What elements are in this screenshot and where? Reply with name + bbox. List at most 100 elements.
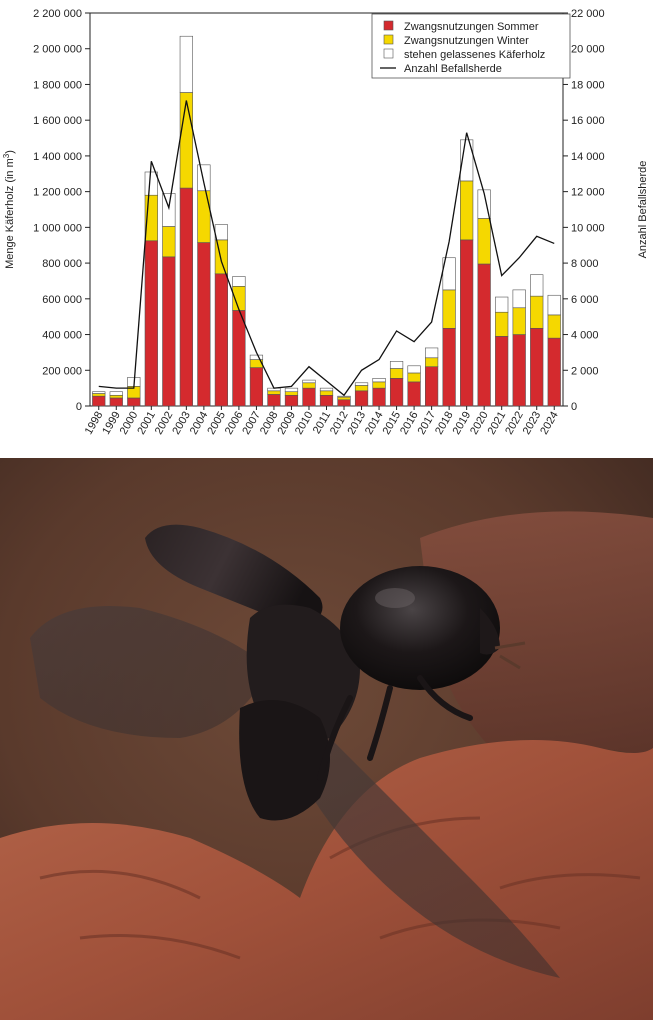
bar-segment xyxy=(337,399,351,407)
legend-box xyxy=(371,13,571,79)
legend-swatch xyxy=(383,48,394,59)
bar-segment xyxy=(267,394,281,407)
head xyxy=(480,608,500,655)
y-tick-label: 200 000 xyxy=(42,365,82,377)
y-tick-label: 1 200 000 xyxy=(33,187,82,199)
bar-segment xyxy=(302,382,316,389)
y-tick-label: 800 000 xyxy=(42,258,82,270)
bar-segment xyxy=(389,368,404,379)
y-tick-label: 1 600 000 xyxy=(33,115,82,127)
bar-segment xyxy=(530,327,544,407)
y-tick-label: 0 xyxy=(76,401,82,413)
bar-segment xyxy=(197,242,211,407)
bar-segment xyxy=(425,347,439,359)
bar-segment xyxy=(407,381,421,407)
bar-segment xyxy=(512,334,526,407)
bar-segment xyxy=(547,314,561,339)
y-axis-title-superscript: 3 xyxy=(2,153,11,158)
bar-segment xyxy=(92,395,106,407)
y2-tick-label: 0 xyxy=(571,401,577,413)
bar-segment xyxy=(162,256,176,407)
bar-segment xyxy=(232,310,246,407)
bar-segment xyxy=(460,239,474,407)
y2-tick-label: 18 000 xyxy=(571,79,605,91)
legend-swatch xyxy=(383,20,394,31)
bar-segment xyxy=(179,187,193,407)
legend-label: Zwangsnutzungen Winter xyxy=(404,35,529,47)
bar-segment xyxy=(530,274,544,297)
bar-segment xyxy=(442,327,456,407)
bar-segment xyxy=(477,263,491,407)
x-tick-label: 2010 xyxy=(293,410,316,437)
bar-segment xyxy=(249,367,264,407)
bar-segment xyxy=(389,378,404,407)
bar-segment xyxy=(92,393,106,397)
bar-segment xyxy=(512,289,526,309)
bar-segment xyxy=(354,385,369,392)
y2-tick-label: 4 000 xyxy=(571,330,599,342)
x-tick-label: 2024 xyxy=(538,410,561,437)
bar-segment xyxy=(319,394,334,407)
left-wing xyxy=(30,606,270,738)
bar-segment xyxy=(302,379,316,384)
bar-segment xyxy=(442,257,456,291)
bar-segment xyxy=(372,387,386,407)
y2-tick-label: 12 000 xyxy=(571,187,605,199)
y-tick-label: 600 000 xyxy=(42,294,82,306)
bar-segment xyxy=(495,311,509,337)
bar-segment xyxy=(354,382,369,386)
bark-beetle-chart: 0 200 000 400 000 600 000 800 000 1 000 000 1 … xyxy=(2,8,649,437)
bar-segment xyxy=(197,190,211,243)
y2-axis-title: Anzahl Befallsherde xyxy=(637,161,649,259)
y2-tick-label: 10 000 xyxy=(571,222,605,234)
bark-beetle-icon xyxy=(0,458,653,1020)
bark-upper-right xyxy=(420,511,653,758)
bar-segment xyxy=(512,307,526,335)
y2-tick-label: 8 000 xyxy=(571,258,599,270)
bar-segment xyxy=(144,171,158,196)
bar-segment xyxy=(425,357,439,368)
bar-segment xyxy=(179,35,193,93)
y2-tick-label: 20 000 xyxy=(571,44,605,56)
bar-segment xyxy=(407,365,421,374)
bar-segment xyxy=(302,387,316,407)
y2-tick-label: 16 000 xyxy=(571,115,605,127)
bar-segment xyxy=(162,193,176,227)
bar-segment xyxy=(530,295,544,329)
y-axis-title-end: ) xyxy=(4,150,16,154)
bar-segment xyxy=(477,218,491,265)
y-tick-label: 2 200 000 xyxy=(33,8,82,20)
bar-segment xyxy=(109,391,123,396)
bar-segment xyxy=(92,391,106,394)
bar-segment xyxy=(214,273,228,407)
befallsherde-line xyxy=(98,100,555,397)
bar-segment xyxy=(127,397,141,407)
right-wing xyxy=(290,708,560,978)
legs xyxy=(317,675,473,781)
y-tick-label: 1 000 000 xyxy=(33,222,82,234)
bar-segment xyxy=(284,394,299,407)
bar-segment xyxy=(319,390,334,396)
bar-segment xyxy=(495,296,509,313)
y2-tick-label: 2 000 xyxy=(571,365,599,377)
bar-segment xyxy=(249,354,264,360)
bar-segment xyxy=(267,390,281,395)
bar-segment xyxy=(372,381,386,389)
legend-swatch xyxy=(383,34,394,45)
chart-panel: 0 200 000 400 000 600 000 800 000 1 000 000 1 … xyxy=(0,0,653,458)
bar-segment xyxy=(337,395,351,398)
bar-segment xyxy=(179,92,193,189)
bar-segment xyxy=(372,378,386,383)
bar-segment xyxy=(354,390,369,407)
bar-segment xyxy=(197,164,211,192)
bar-segment xyxy=(389,361,404,369)
antenna xyxy=(494,641,526,670)
bar-segment xyxy=(319,387,334,392)
elytron xyxy=(145,524,323,628)
y-tick-label: 1 800 000 xyxy=(33,79,82,91)
bar-segment xyxy=(284,391,299,396)
bar-segment xyxy=(284,387,299,393)
bar-segment xyxy=(214,224,228,241)
y2-tick-label: 14 000 xyxy=(571,151,605,163)
y-axis-title: Menge Käferholz (in m3) xyxy=(2,150,16,269)
